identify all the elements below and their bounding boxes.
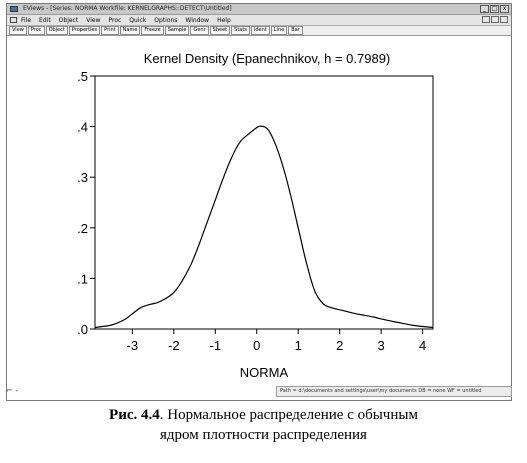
menu-proc[interactable]: Proc	[108, 16, 122, 24]
kernel-density-chart: Kernel Density (Epanechnikov, h = 0.7989…	[77, 51, 434, 380]
toolbar-object-button[interactable]: Object	[45, 26, 68, 35]
caption-text-1: . Нормальное распределение с обычным	[159, 407, 418, 423]
doc-close-button[interactable]	[500, 16, 508, 23]
figure-label: Рис. 4.4	[109, 407, 160, 423]
plot-frame	[94, 75, 434, 330]
y-tick-label: .4	[77, 120, 88, 135]
y-tick-label: .2	[77, 221, 88, 236]
app-icon	[10, 6, 18, 12]
toolbar-print-button[interactable]: Print	[101, 26, 119, 35]
menu-object[interactable]: Object	[58, 16, 79, 24]
toolbar-sheet-button[interactable]: Sheet	[209, 26, 231, 35]
chart-title: Kernel Density (Epanechnikov, h = 0.7989…	[144, 51, 391, 66]
document-icon[interactable]	[10, 17, 17, 23]
toolbar-name-button[interactable]: Name	[119, 26, 141, 35]
x-tick-label: 0	[253, 338, 260, 353]
menu-view[interactable]: View	[86, 16, 101, 24]
x-tick-label: -2	[168, 338, 180, 353]
x-tick-label: 4	[419, 338, 426, 353]
menu-options[interactable]: Options	[154, 16, 178, 24]
x-tick-label: 1	[295, 338, 302, 353]
toolbar-line-button[interactable]: Line	[270, 26, 288, 35]
doc-restore-button[interactable]	[491, 16, 499, 23]
menu-window[interactable]: Window	[185, 16, 210, 24]
toolbar-sample-button[interactable]: Sample	[164, 26, 190, 35]
x-axis-label: NORMA	[240, 365, 289, 380]
y-tick-label: .0	[77, 322, 88, 337]
x-tick-label: -1	[209, 338, 221, 353]
object-toolbar: View Proc Object Properties Print Name F…	[7, 26, 511, 36]
figure-caption-line-2: ядром плотности распределения	[160, 427, 367, 443]
status-bar: Path = d:\documents and settings\user\my…	[276, 386, 512, 397]
toolbar-freeze-button[interactable]: Freeze	[141, 26, 164, 35]
toolbar-bar-button[interactable]: Bar	[288, 26, 303, 35]
resize-grip-icon[interactable]: ⌐ ‐	[6, 386, 19, 395]
y-tick-label: .3	[77, 170, 88, 185]
toolbar-proc-button[interactable]: Proc	[27, 26, 45, 35]
menu-bar: File Edit Object View Proc Quick Options…	[7, 15, 511, 26]
figure-caption-line-1: Рис. 4.4. Нормальное распределение с обы…	[0, 405, 527, 425]
toolbar-ident-button[interactable]: Ident	[250, 26, 270, 35]
minimize-button[interactable]: _	[480, 5, 489, 13]
y-tick-label: .5	[77, 69, 88, 84]
density-curve	[94, 125, 434, 329]
close-button[interactable]: x	[500, 5, 509, 13]
maximize-button[interactable]: □	[490, 5, 499, 13]
menu-quick[interactable]: Quick	[129, 16, 147, 24]
title-bar[interactable]: EViews - [Series: NORMA Workfile: KERNEL…	[7, 4, 511, 15]
menu-help[interactable]: Help	[217, 16, 231, 24]
toolbar-genr-button[interactable]: Genr	[190, 26, 209, 35]
toolbar-view-button[interactable]: View	[9, 26, 27, 35]
menu-file[interactable]: File	[21, 16, 32, 24]
x-tick-label: -3	[127, 338, 139, 353]
window-title: EViews - [Series: NORMA Workfile: KERNEL…	[23, 5, 232, 12]
x-tick-label: 2	[336, 338, 343, 353]
y-tick-label: .1	[77, 271, 88, 286]
x-tick-label: 3	[378, 338, 385, 353]
toolbar-properties-button[interactable]: Properties	[68, 26, 101, 35]
eviews-window: EViews - [Series: NORMA Workfile: KERNEL…	[6, 3, 512, 401]
doc-minimize-button[interactable]	[482, 16, 490, 23]
menu-edit[interactable]: Edit	[39, 16, 51, 24]
toolbar-stats-button[interactable]: Stats	[231, 26, 250, 35]
